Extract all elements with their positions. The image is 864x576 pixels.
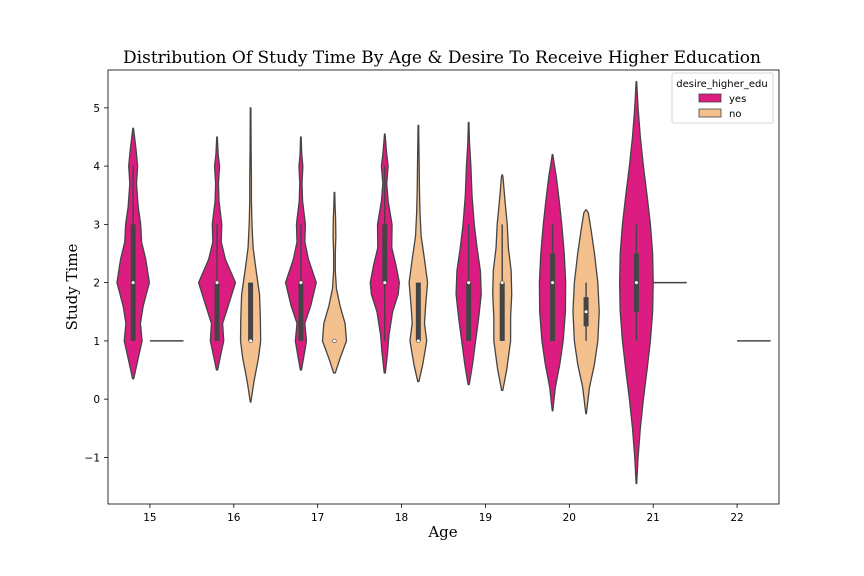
median-dot-yes-15 <box>131 280 136 285</box>
x-axis: 15 16 17 18 19 20 21 22 <box>143 504 744 524</box>
x-axis-label: Age <box>427 523 457 541</box>
x-tick-label: 22 <box>730 512 743 524</box>
violin-no-18 <box>408 124 429 383</box>
x-tick-label: 17 <box>311 512 324 524</box>
y-tick-label: −1 <box>85 452 100 464</box>
iqr-box-no-19 <box>499 282 505 341</box>
y-tick-label: 2 <box>93 278 100 290</box>
y-tick-label: 3 <box>93 219 100 231</box>
iqr-box-yes-19 <box>466 282 472 341</box>
legend-title: desire_higher_edu <box>676 79 767 90</box>
x-tick-label: 19 <box>479 512 492 524</box>
legend-frame <box>671 72 774 124</box>
y-axis-label: Study Time <box>63 244 81 331</box>
y-axis: −1 0 1 2 3 4 5 <box>85 103 108 464</box>
iqr-box-yes-18 <box>382 224 388 283</box>
iqr-box-no-18 <box>415 282 421 341</box>
iqr-box-yes-20 <box>550 253 556 341</box>
violin-no-17 <box>321 191 348 374</box>
median-dot-yes-16 <box>214 280 220 285</box>
iqr-box-no-16 <box>248 282 254 341</box>
median-dot-yes-21 <box>634 280 639 285</box>
chart-title: Distribution Of Study Time By Age & Desi… <box>123 48 761 68</box>
median-dot-yes-18 <box>382 280 387 285</box>
y-tick-label: 0 <box>93 394 100 406</box>
legend-label-no: no <box>729 109 741 120</box>
legend-swatch-yes <box>698 93 722 103</box>
violin-no-16 <box>239 107 262 403</box>
median-dot-no-18 <box>416 338 421 343</box>
plot-frame <box>107 69 780 505</box>
median-dot-yes-20 <box>550 280 555 285</box>
median-dot-no-16 <box>248 338 253 343</box>
median-dot-yes-17 <box>298 280 304 285</box>
median-dot-no-17 <box>332 338 337 343</box>
x-tick-label: 16 <box>227 512 241 524</box>
median-dot-yes-19 <box>466 280 471 285</box>
x-tick-label: 18 <box>395 512 408 524</box>
y-tick-label: 5 <box>93 103 100 115</box>
legend: desire_higher_edu yes no <box>671 72 774 124</box>
iqr-box-yes-16 <box>214 282 220 341</box>
y-tick-label: 4 <box>93 161 100 173</box>
median-dot-no-19 <box>500 280 505 285</box>
iqr-box-yes-17 <box>298 282 304 341</box>
x-tick-label: 15 <box>143 512 156 524</box>
x-tick-label: 20 <box>563 512 576 524</box>
legend-swatch-no <box>698 108 722 118</box>
x-tick-label: 21 <box>647 512 660 524</box>
legend-label-yes: yes <box>729 94 746 105</box>
violins-layer <box>116 81 771 485</box>
median-dot-no-20 <box>583 309 589 314</box>
y-tick-label: 1 <box>93 336 100 348</box>
